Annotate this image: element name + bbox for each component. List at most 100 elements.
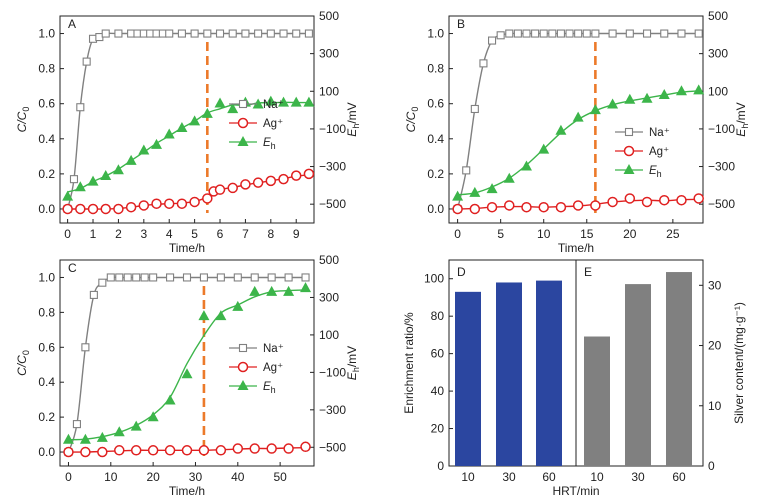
- data-point: [228, 29, 237, 38]
- y-right-axis-label: Eh/mV: [734, 102, 750, 136]
- data-point: [100, 203, 111, 215]
- x-tick-label: 25: [666, 227, 680, 241]
- legend-marker: [237, 117, 249, 129]
- data-point: [694, 29, 703, 38]
- data-point: [214, 184, 226, 195]
- data-point: [115, 273, 124, 282]
- x-tick-label: 30: [189, 470, 203, 484]
- y-right-sub: h: [351, 124, 361, 129]
- data-point: [140, 273, 149, 282]
- y-right-tick-label: 100: [319, 84, 339, 98]
- y-right-unit: /mV: [345, 102, 359, 123]
- series-circle: [62, 168, 315, 215]
- data-point: [266, 285, 278, 296]
- data-point: [591, 29, 600, 38]
- y-left-axis-label: C/C0: [404, 107, 420, 133]
- data-point: [642, 29, 652, 38]
- x-tick-label: 10: [104, 470, 118, 484]
- data-point: [290, 170, 302, 181]
- data-point: [641, 92, 653, 103]
- data-point: [241, 29, 250, 38]
- data-point: [114, 29, 123, 38]
- x-tick-label: 4: [166, 227, 173, 241]
- y-right-tick-label: 300: [708, 47, 728, 61]
- y-left-tick-label: 0: [437, 459, 444, 473]
- legend-label-sub: h: [271, 141, 276, 151]
- data-point: [72, 420, 81, 429]
- data-point: [74, 181, 86, 192]
- data-point: [202, 193, 213, 204]
- data-point: [198, 445, 210, 456]
- y-left-tick-label: 1.0: [38, 270, 55, 284]
- data-point: [486, 183, 498, 194]
- data-point: [572, 111, 584, 122]
- data-point: [62, 190, 74, 201]
- data-point: [283, 285, 295, 296]
- y-left-tick-label: 20: [431, 422, 445, 436]
- x-axis-label: Time/h: [558, 241, 594, 255]
- y-right-tick-label: −300: [319, 403, 346, 417]
- data-point: [233, 273, 242, 282]
- data-point: [106, 273, 115, 282]
- data-point: [130, 420, 142, 431]
- data-point: [176, 121, 188, 132]
- data-point: [284, 273, 293, 282]
- y-right-tick-label: −300: [708, 160, 735, 174]
- data-point: [538, 201, 549, 213]
- data-point: [555, 201, 567, 213]
- y-left-tick-label: 0.0: [38, 202, 55, 216]
- data-point: [292, 29, 301, 38]
- data-point: [151, 138, 163, 149]
- x-tick-label: 10: [537, 227, 551, 241]
- y-left-tick-label: 0.6: [38, 340, 55, 354]
- data-point: [452, 190, 464, 201]
- data-point: [249, 443, 260, 454]
- data-point: [63, 446, 74, 458]
- data-point: [278, 173, 289, 185]
- data-point: [163, 198, 175, 209]
- data-point: [607, 98, 619, 109]
- data-point: [181, 445, 193, 456]
- data-point: [125, 201, 137, 213]
- y-left-tick-label: 0.6: [38, 97, 55, 111]
- data-point: [486, 201, 498, 213]
- y-right-sub: h: [740, 124, 750, 129]
- y-right-unit: /mV: [345, 346, 359, 367]
- series-triangle: [452, 84, 705, 201]
- data-point: [164, 394, 176, 405]
- data-point: [147, 445, 159, 456]
- data-point: [693, 84, 705, 95]
- data-point: [87, 203, 99, 215]
- data-point: [303, 168, 315, 180]
- data-point: [240, 179, 251, 190]
- series-triangle: [62, 95, 315, 201]
- series-line: [68, 289, 306, 441]
- data-point: [164, 445, 176, 456]
- x-tick-label: 60: [672, 470, 686, 484]
- data-point: [177, 29, 186, 38]
- data-point: [189, 115, 201, 126]
- data-point: [113, 426, 125, 437]
- data-point: [267, 273, 276, 282]
- legend-marker: [623, 164, 635, 174]
- x-axis-label: Time/h: [169, 241, 205, 255]
- data-point: [265, 175, 277, 187]
- data-point: [198, 310, 210, 321]
- data-point: [190, 29, 199, 38]
- y-right-main: E: [345, 371, 359, 380]
- data-point: [520, 160, 532, 171]
- legend-label: Ag⁺: [263, 118, 283, 130]
- legend-marker: [237, 136, 249, 146]
- y-right-tick-label: 500: [319, 253, 339, 267]
- bar-d: [455, 291, 481, 466]
- y-left-axis-label: Enrichment ratio/%: [402, 312, 416, 414]
- data-point: [89, 290, 98, 299]
- x-tick-label: 2: [115, 227, 122, 241]
- data-point: [75, 203, 86, 215]
- data-point: [538, 143, 550, 154]
- data-point: [504, 200, 515, 211]
- y-right-tick-label: 30: [708, 278, 722, 292]
- legend-label-main: E: [649, 165, 657, 177]
- series-square: [453, 29, 703, 214]
- y-right-tick-label: 500: [319, 9, 339, 23]
